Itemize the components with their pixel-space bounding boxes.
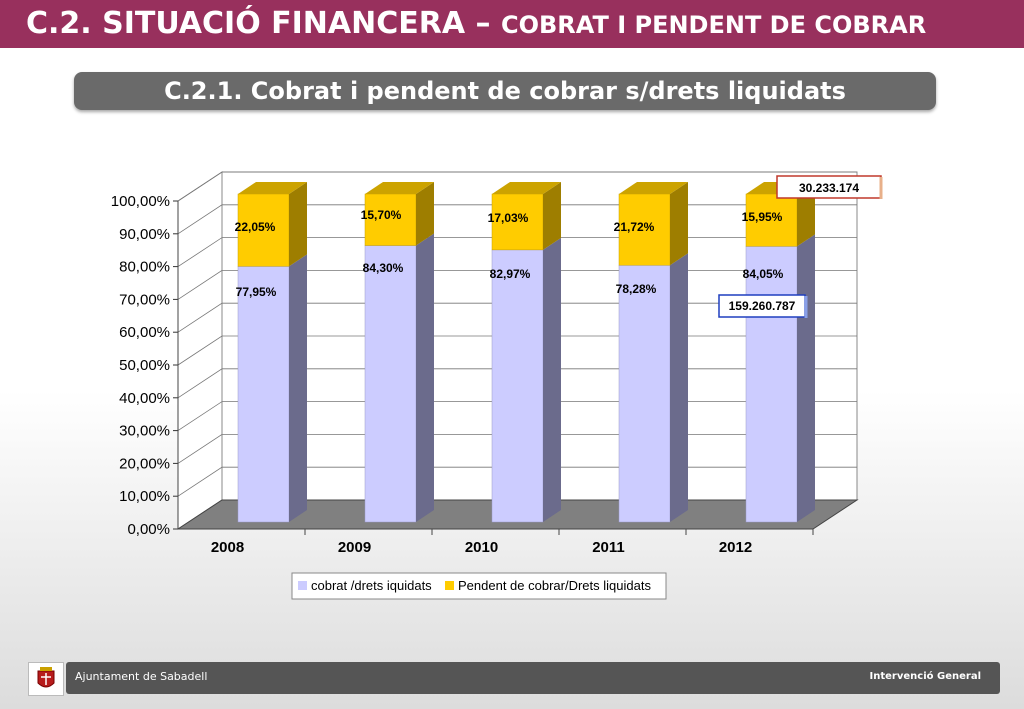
x-tick-label: 2012 (719, 539, 752, 556)
data-label-cobrat-2012: 84,05% (743, 267, 784, 281)
data-label-cobrat-2009: 84,30% (363, 261, 404, 275)
data-label-cobrat-2011: 78,28% (616, 282, 657, 296)
bar-cobrat-side-2011 (670, 253, 688, 523)
y-tick-label: 70,00% (119, 291, 170, 308)
x-tick-label: 2009 (338, 539, 371, 556)
bar-cobrat-side-2010 (543, 237, 561, 522)
y-tick-label: 100,00% (111, 193, 170, 210)
legend-label-cobrat: cobrat /drets iquidats (311, 578, 432, 593)
bar-pendent-2011 (618, 193, 671, 266)
data-label-pendent-2008: 22,05% (235, 220, 276, 234)
bar-cobrat-side-2008 (289, 254, 307, 522)
data-label-pendent-2012: 15,95% (742, 210, 783, 224)
legend-box (291, 572, 667, 600)
bar-pendent-side-2009 (416, 182, 434, 246)
footer: Ajuntament de Sabadell Intervenció Gener… (28, 662, 1000, 696)
bar-cobrat-2008 (237, 266, 290, 523)
bar-pendent-side-2011 (670, 182, 688, 266)
bar-pendent-side-2008 (289, 182, 307, 267)
bar-cobrat-2009 (364, 245, 417, 523)
x-tick-label: 2008 (211, 539, 244, 556)
bar-pendent-top-2011 (619, 182, 688, 194)
bar-pendent-2012 (745, 193, 798, 247)
title-sub: COBRAT I PENDENT DE COBRAR (500, 11, 927, 39)
data-label-pendent-2010: 17,03% (488, 211, 529, 225)
bar-pendent-2010 (491, 193, 544, 251)
title-main: C.2. SITUACIÓ FINANCERA – (26, 6, 491, 41)
bar-pendent-top-2008 (238, 182, 307, 194)
dept-name: Intervenció General (869, 671, 981, 682)
bar-cobrat-2012 (745, 246, 798, 523)
bar-cobrat-2011 (618, 264, 671, 523)
bar-pendent-top-2009 (365, 182, 434, 194)
y-tick-label: 10,00% (119, 488, 170, 505)
x-tick-label: 2011 (592, 539, 625, 556)
bar-cobrat-side-2012 (797, 234, 815, 523)
legend-swatch-cobrat (298, 581, 307, 590)
y-tick-label: 60,00% (119, 324, 170, 341)
bar-pendent-side-2010 (543, 182, 561, 250)
footer-bar: Ajuntament de Sabadell Intervenció Gener… (66, 662, 1000, 694)
data-label-pendent-2011: 21,72% (614, 220, 655, 234)
annotation-cobrat-amount: 159.260.787 (729, 299, 796, 313)
legend-label-pendent: Pendent de cobrar/Drets liquidats (458, 578, 651, 593)
page-title: C.2. SITUACIÓ FINANCERA – COBRAT I PENDE… (26, 6, 926, 41)
bar-pendent-2008 (237, 193, 290, 267)
y-tick-label: 0,00% (127, 521, 170, 538)
y-tick-label: 20,00% (119, 455, 170, 472)
legend-swatch-pendent (445, 581, 454, 590)
stacked-bar-chart: 0,00% 10,00% 20,00% 30,00% 40,00% 50,00% 60,00… (111, 171, 883, 600)
y-tick-label: 90,00% (119, 226, 170, 243)
y-tick-label: 30,00% (119, 423, 170, 440)
y-tick-label: 50,00% (119, 357, 170, 374)
gridline (177, 171, 857, 202)
annotation-pendent-amount: 30.233.174 (799, 181, 859, 195)
bar-cobrat-2010 (491, 249, 544, 523)
bar-pendent-top-2010 (492, 182, 561, 194)
data-label-pendent-2009: 15,70% (361, 208, 402, 222)
bar-cobrat-side-2009 (416, 233, 434, 522)
y-tick-label: 80,00% (119, 259, 170, 276)
data-label-cobrat-2010: 82,97% (490, 267, 531, 281)
org-name: Ajuntament de Sabadell (75, 670, 208, 683)
bar-pendent-2009 (364, 193, 417, 246)
data-label-cobrat-2008: 77,95% (236, 285, 277, 299)
chart-subtitle: C.2.1. Cobrat i pendent de cobrar s/dret… (74, 72, 936, 110)
y-tick-label: 40,00% (119, 390, 170, 407)
coat-of-arms-logo (28, 662, 64, 696)
header-bar: C.2. SITUACIÓ FINANCERA – COBRAT I PENDE… (0, 0, 1024, 48)
x-tick-label: 2010 (465, 539, 498, 556)
